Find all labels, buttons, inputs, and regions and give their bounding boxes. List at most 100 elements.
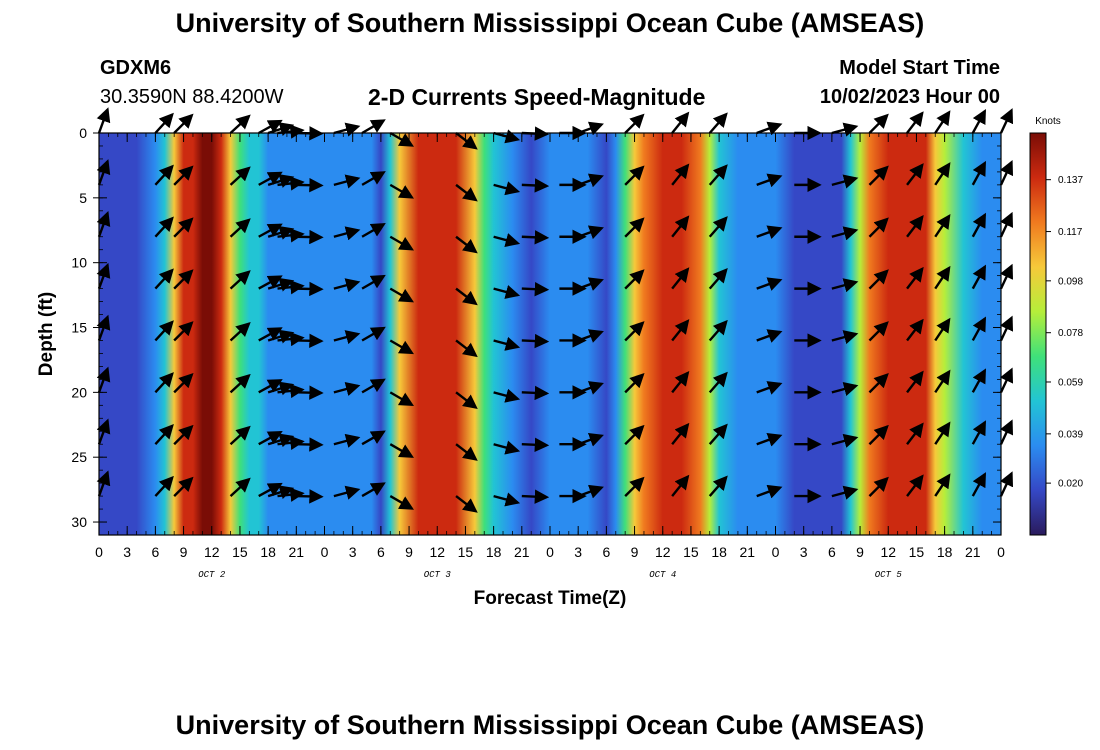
current-vector: [333, 433, 361, 448]
current-vector: [831, 278, 859, 293]
current-vector: [934, 265, 951, 290]
current-vector: [455, 235, 478, 254]
current-vector: [277, 435, 305, 450]
current-vector: [154, 320, 174, 342]
current-vector: [521, 385, 550, 401]
current-vector: [154, 268, 174, 290]
current-vector: [173, 165, 194, 186]
current-vector: [756, 121, 783, 136]
current-vector: [361, 274, 386, 290]
x-tick-label: 21: [514, 544, 530, 560]
current-vector: [999, 419, 1014, 445]
current-vector: [906, 215, 924, 238]
current-vector: [296, 489, 324, 504]
current-vector: [333, 330, 361, 345]
current-vector: [333, 174, 361, 189]
current-vector: [971, 160, 986, 186]
current-vector: [831, 226, 859, 241]
current-vector: [624, 165, 645, 186]
current-vector: [229, 477, 251, 497]
day-label: OCT 2: [198, 570, 226, 580]
current-vector: [934, 317, 951, 342]
current-vector: [389, 339, 414, 355]
colorbar: [1029, 132, 1047, 536]
current-vector: [229, 218, 251, 238]
current-vector: [671, 267, 690, 290]
x-tick-label: 15: [683, 544, 699, 560]
x-tick-label: 12: [429, 544, 445, 560]
current-vector: [624, 424, 645, 446]
current-vector: [258, 223, 283, 238]
chart-title: University of Southern Mississippi Ocean…: [175, 8, 925, 38]
current-vector: [361, 223, 386, 238]
station-id: GDXM6: [100, 57, 172, 79]
current-vector: [277, 487, 305, 502]
x-tick-label: 9: [180, 544, 188, 560]
current-vector: [999, 263, 1014, 290]
current-vector: [868, 321, 889, 342]
current-vector: [934, 421, 951, 445]
y-tick-label: 20: [71, 384, 87, 400]
current-vector: [493, 492, 521, 507]
current-vector: [229, 114, 251, 134]
current-vector: [577, 381, 604, 395]
current-vector: [671, 215, 690, 238]
current-vector: [173, 321, 194, 342]
heatmap-field: [99, 133, 1001, 535]
x-tick-label: 18: [937, 544, 953, 560]
current-vector: [154, 112, 174, 134]
current-vector: [455, 339, 478, 358]
current-vector: [906, 474, 924, 497]
current-vector: [999, 211, 1014, 238]
current-vector: [296, 281, 324, 297]
current-vector: [389, 287, 414, 303]
current-vector: [906, 318, 924, 342]
x-tick-label: 0: [546, 544, 554, 560]
current-vector: [229, 425, 251, 446]
current-vector: [521, 489, 550, 504]
current-vector: [671, 370, 690, 394]
x-tick-label: 0: [321, 544, 329, 560]
current-vector: [333, 485, 361, 500]
current-vector: [455, 287, 478, 306]
current-vector: [267, 225, 295, 240]
plot-frame: [98, 132, 1002, 536]
current-vector: [96, 159, 111, 186]
current-vector: [906, 163, 924, 186]
current-vector: [389, 183, 414, 199]
current-vector: [455, 495, 478, 513]
current-vector: [868, 269, 889, 290]
current-vector: [671, 422, 690, 445]
x-tick-label: 12: [655, 544, 671, 560]
vector-layer: [96, 107, 1014, 513]
x-tick-label: 0: [997, 544, 1005, 560]
current-vector: [258, 119, 283, 135]
current-vector: [267, 433, 295, 448]
current-vector: [671, 319, 690, 342]
colorbar-ticks: 0.137 0.117 0.098 0.078 0.059 0.039 0.020: [1046, 175, 1083, 490]
current-vector: [389, 131, 414, 147]
y-tick-label: 5: [79, 190, 87, 206]
x-tick-label: 0: [772, 544, 780, 560]
current-vector: [296, 385, 324, 400]
current-vector: [361, 171, 386, 186]
current-vector: [868, 424, 889, 446]
current-vector: [96, 470, 111, 497]
current-vector: [577, 225, 604, 240]
current-vector: [267, 381, 295, 396]
current-vector: [333, 382, 361, 396]
current-vector: [258, 431, 283, 446]
current-vector: [258, 379, 283, 394]
x-tick-label: 12: [880, 544, 896, 560]
current-vector: [624, 372, 645, 394]
current-vector: [277, 280, 305, 295]
current-vector: [389, 391, 414, 407]
current-vector: [831, 485, 859, 500]
current-vector: [708, 112, 728, 134]
current-vector: [708, 423, 728, 446]
current-vector: [624, 476, 645, 497]
x-tick-label: 6: [828, 544, 836, 560]
current-vector: [96, 366, 111, 393]
x-tick-label: 18: [260, 544, 276, 560]
current-vector: [708, 268, 728, 290]
